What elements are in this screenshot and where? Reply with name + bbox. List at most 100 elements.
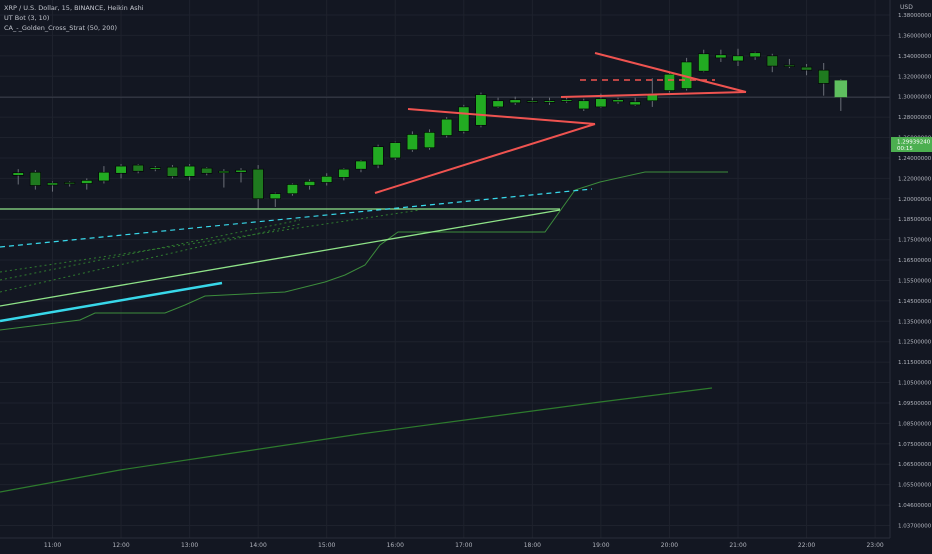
candle	[561, 97, 573, 103]
countdown-label: 00:15	[897, 146, 913, 152]
price-tick-label: 1.09500000	[898, 401, 932, 407]
price-tick-label: 1.13500000	[898, 319, 932, 325]
candle	[475, 92, 487, 128]
current-price-tag: 1.29939240 00:15	[891, 137, 932, 152]
candle-body	[423, 132, 436, 149]
price-tick-label: 1.03700000	[898, 524, 932, 530]
time-tick-label: 14:00	[250, 542, 267, 549]
time-tick-label: 13:00	[181, 542, 198, 549]
candle-body	[321, 176, 333, 183]
candle	[441, 117, 453, 138]
candle	[646, 78, 658, 107]
candle	[406, 131, 418, 152]
indicator-golden-cross[interactable]: CA_-_Golden_Cross_Strat (50, 200)	[4, 24, 118, 32]
candle-body	[29, 171, 41, 186]
candle	[783, 58, 795, 69]
candle-body	[458, 106, 470, 132]
candle-body	[132, 164, 144, 172]
price-tick-label: 1.14500000	[898, 299, 932, 305]
candle	[184, 164, 196, 181]
candle	[612, 97, 624, 104]
overlay-lines	[0, 171, 728, 493]
candle	[166, 165, 179, 179]
candle	[98, 166, 110, 184]
candle-body	[612, 99, 624, 103]
candle-body	[766, 55, 778, 67]
wedge-lower-line	[374, 123, 596, 194]
candle	[423, 129, 436, 150]
candle-body	[578, 100, 590, 110]
candle	[800, 64, 813, 76]
candle	[115, 164, 127, 179]
candle-body	[663, 73, 676, 91]
price-tick-label: 1.18500000	[898, 217, 932, 223]
candle	[372, 144, 384, 169]
candle-body	[12, 172, 24, 176]
time-scale: 11:00 12:00 13:00 14:00 15:00 16:00 17:00 18:00…	[44, 542, 884, 549]
candle	[715, 49, 727, 62]
price-tick-label: 1.34000000	[898, 54, 932, 60]
candle-body	[235, 169, 247, 173]
price-tick-label: 1.12500000	[898, 340, 932, 346]
candle-body	[98, 171, 110, 182]
time-tick-label: 23:00	[866, 542, 883, 549]
candle-body	[389, 142, 401, 159]
candle-body	[269, 193, 281, 200]
candle	[304, 179, 316, 190]
candle-body	[561, 99, 573, 102]
candle-body	[629, 101, 641, 106]
price-tick-label: 1.32000000	[898, 74, 932, 80]
price-tick-label: 1.38000000	[898, 13, 932, 19]
time-tick-label: 15:00	[318, 542, 335, 549]
candle	[663, 72, 676, 93]
time-tick-label: 18:00	[524, 542, 541, 549]
candle-body	[595, 98, 607, 108]
candle-body	[492, 100, 504, 108]
candle	[766, 53, 778, 73]
price-tick-label: 1.20000000	[898, 197, 932, 203]
symbol-line[interactable]: XRP / U.S. Dollar, 15, BINANCE, Heikin A…	[4, 4, 144, 12]
price-tick-label: 1.24000000	[898, 156, 932, 162]
candle-body	[543, 100, 556, 103]
time-tick-label: 22:00	[798, 542, 815, 549]
wedge-upper-line	[407, 108, 596, 125]
price-scale-panel[interactable]	[890, 0, 932, 550]
candle-body	[184, 165, 196, 177]
ut-bot-trailing-stop	[0, 171, 728, 331]
time-tick-label: 11:00	[44, 542, 61, 549]
price-tick-label: 1.22000000	[898, 176, 932, 182]
candle	[286, 183, 298, 196]
pennant-lower-line	[560, 91, 747, 98]
candle	[29, 170, 41, 190]
price-tick-label: 1.06500000	[898, 462, 932, 468]
candle	[389, 141, 401, 160]
price-tick-label: 1.05500000	[898, 483, 932, 489]
candle	[252, 165, 264, 209]
current-price-tag-bg	[891, 137, 932, 152]
candle	[149, 166, 161, 172]
candle	[12, 169, 24, 185]
candle-body	[81, 180, 93, 184]
dotted-line-1	[0, 219, 301, 281]
candle-body	[441, 118, 453, 136]
candle-body	[304, 181, 316, 186]
indicator-ut-bot[interactable]: UT Bot (3, 10)	[4, 14, 50, 22]
candle	[749, 51, 761, 60]
candle	[64, 181, 76, 187]
candle-body	[115, 165, 127, 174]
grid	[0, 0, 890, 547]
price-tick-label: 1.08500000	[898, 421, 932, 427]
candle-body	[783, 64, 795, 67]
time-scale-panel[interactable]	[0, 538, 932, 550]
candle	[629, 97, 641, 106]
candle	[81, 178, 93, 190]
candle-body	[715, 54, 727, 59]
time-tick-label: 19:00	[592, 542, 609, 549]
candle-body	[64, 182, 76, 185]
price-tick-label: 1.15500000	[898, 278, 932, 284]
candle-body	[338, 168, 350, 178]
candle	[355, 159, 367, 173]
time-tick-label: 21:00	[729, 542, 746, 549]
